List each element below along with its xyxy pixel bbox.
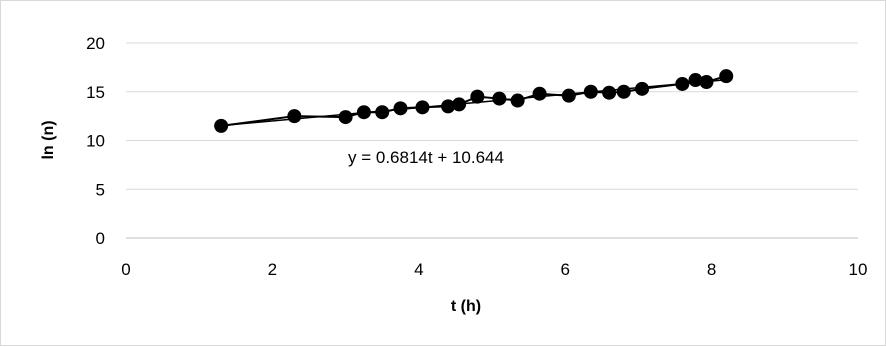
y-tick-label: 15: [86, 83, 105, 102]
data-point: [375, 105, 390, 120]
x-tick-label: 2: [268, 260, 277, 279]
x-tick-label: 4: [414, 260, 423, 279]
data-point: [602, 85, 617, 100]
data-point: [393, 101, 408, 116]
x-tick-label: 6: [560, 260, 569, 279]
data-point: [287, 109, 302, 124]
y-tick-label: 5: [96, 180, 105, 199]
x-axis-title: t (h): [451, 298, 481, 315]
gridlines: [126, 42, 858, 190]
data-point: [616, 84, 631, 99]
data-point: [214, 118, 229, 133]
x-tick-label: 0: [121, 260, 130, 279]
data-point: [688, 73, 703, 88]
y-tick-label: 10: [86, 132, 105, 151]
data-point: [356, 105, 371, 120]
data-point: [510, 93, 525, 108]
trendline-equation-label: y = 0.6814t + 10.644: [348, 148, 504, 167]
y-tick-label: 0: [96, 229, 105, 248]
data-point: [532, 86, 547, 101]
y-axis-title: ln (n): [40, 120, 57, 159]
data-point: [441, 99, 456, 114]
data-point: [415, 100, 430, 115]
data-point: [561, 88, 576, 103]
x-tick-label: 8: [707, 260, 716, 279]
tick-labels: 0 5 10 15 20 0 2 4 6 8 10: [86, 34, 867, 279]
data-point: [699, 75, 714, 89]
x-tick-label: 10: [849, 260, 868, 279]
data-point: [675, 76, 690, 91]
data-point: [452, 97, 467, 112]
data-point: [492, 91, 507, 106]
data-series: [214, 69, 734, 133]
data-point: [338, 110, 353, 125]
data-point: [470, 89, 485, 104]
y-tick-label: 20: [86, 34, 105, 53]
data-point: [635, 81, 650, 96]
data-point: [719, 69, 734, 84]
data-point: [583, 84, 598, 99]
